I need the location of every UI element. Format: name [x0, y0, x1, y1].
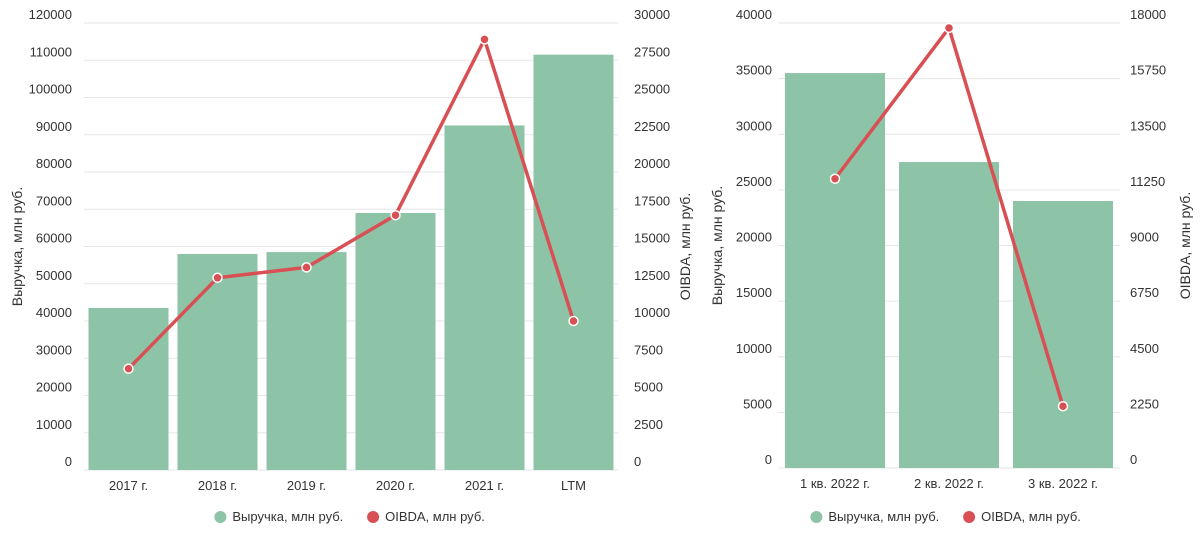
x-tick-label: 2019 г.	[287, 478, 326, 493]
legend-label-revenue: Выручка, млн руб.	[828, 509, 939, 524]
point-oibda	[479, 34, 490, 45]
bar-revenue	[899, 162, 999, 468]
chart-annual: 0100002000030000400005000060000700008000…	[9, 7, 693, 524]
y-tick-label: 90000	[36, 119, 72, 134]
point-oibda	[301, 262, 312, 273]
line-oibda	[126, 37, 576, 371]
y-tick-label: 100000	[29, 82, 72, 97]
y2-tick-label: 17500	[634, 193, 670, 208]
y2-axis-title: OIBDA, млн руб.	[677, 193, 693, 300]
y2-tick-label: 10000	[634, 305, 670, 320]
y-tick-label: 0	[65, 454, 72, 469]
y2-tick-label: 13500	[1130, 118, 1166, 133]
y2-tick-label: 30000	[634, 7, 670, 22]
y-tick-label: 10000	[736, 341, 772, 356]
y2-tick-label: 18000	[1130, 7, 1166, 22]
bar-revenue	[785, 73, 885, 468]
y2-tick-label: 0	[634, 454, 641, 469]
legend-marker-revenue	[214, 511, 227, 523]
legend-marker-revenue	[810, 511, 823, 523]
y-tick-label: 40000	[36, 305, 72, 320]
legend: Выручка, млн руб. OIBDA, млн руб.	[214, 509, 485, 524]
point-oibda	[1057, 400, 1069, 412]
y-tick-label: 15000	[736, 285, 772, 300]
y-tick-label: 80000	[36, 156, 72, 171]
point-oibda	[943, 22, 955, 34]
legend-label-oibda: OIBDA, млн руб.	[385, 509, 485, 524]
bar-revenue	[266, 252, 347, 470]
legend-marker-oibda	[367, 511, 380, 523]
y2-tick-label: 15000	[634, 231, 670, 246]
y-tick-label: 110000	[30, 44, 72, 59]
y2-tick-label: 4500	[1130, 341, 1159, 356]
point-oibda	[390, 209, 401, 221]
bar-revenue	[444, 125, 525, 470]
y2-tick-label: 22500	[634, 119, 670, 134]
bar-revenue	[533, 54, 614, 470]
y2-tick-label: 27500	[634, 44, 670, 59]
y2-tick-label: 15750	[1130, 63, 1166, 78]
bar-revenue	[177, 253, 258, 470]
bar-revenue	[355, 212, 436, 470]
y-tick-label: 20000	[736, 230, 772, 245]
y-tick-label: 30000	[36, 342, 72, 357]
y2-tick-label: 20000	[634, 156, 670, 171]
legend-label-revenue: Выручка, млн руб.	[232, 509, 343, 524]
y-tick-label: 30000	[736, 118, 772, 133]
y2-tick-label: 12500	[634, 268, 670, 283]
x-tick-label: 2017 г.	[109, 478, 148, 493]
y2-tick-label: 2250	[1130, 396, 1159, 411]
y-tick-label: 70000	[36, 193, 72, 208]
legend-label-oibda: OIBDA, млн руб.	[981, 509, 1081, 524]
y2-tick-label: 2500	[634, 417, 663, 432]
point-oibda	[829, 173, 841, 184]
y-tick-label: 40000	[736, 7, 772, 22]
point-oibda	[123, 363, 134, 374]
legend-marker-oibda	[963, 511, 976, 523]
bar-revenue	[88, 307, 169, 470]
y2-tick-label: 6750	[1130, 285, 1159, 300]
x-tick-label: 1 кв. 2022 г.	[800, 476, 870, 491]
y-tick-label: 60000	[36, 231, 72, 246]
legend: Выручка, млн руб. OIBDA, млн руб.	[810, 509, 1081, 524]
y-tick-label: 50000	[36, 268, 72, 283]
y-tick-label: 120000	[29, 7, 72, 22]
point-oibda	[212, 272, 223, 284]
bar-revenue	[1013, 201, 1113, 468]
y-tick-label: 5000	[743, 396, 772, 411]
point-oibda	[568, 315, 579, 327]
chart-quarterly: 0 5000 10000 15000 20000 25000 30000 35000 40000…	[709, 7, 1193, 524]
x-tick-label: 2018 г.	[198, 478, 237, 493]
y2-tick-label: 25000	[634, 82, 670, 97]
y2-axis-title: OIBDA, млн руб.	[1177, 192, 1193, 299]
y-tick-label: 0	[765, 452, 772, 467]
y2-tick-label: 5000	[634, 380, 663, 395]
y-tick-label: 25000	[736, 174, 772, 189]
y-tick-label: 35000	[736, 63, 772, 78]
y2-tick-label: 9000	[1130, 230, 1159, 245]
y-axis-title: Выручка, млн руб.	[9, 187, 25, 306]
y-axis-title: Выручка, млн руб.	[709, 186, 725, 305]
y2-tick-label: 7500	[634, 342, 663, 357]
y2-tick-label: 11250	[1130, 174, 1165, 189]
x-tick-label: LTM	[561, 478, 586, 493]
y-tick-label: 10000	[36, 417, 72, 432]
x-tick-label: 2 кв. 2022 г.	[914, 476, 984, 491]
y-tick-label: 20000	[36, 380, 72, 395]
y2-tick-label: 0	[1130, 452, 1137, 467]
x-tick-label: 3 кв. 2022 г.	[1028, 476, 1098, 491]
x-tick-label: 2020 г.	[376, 478, 415, 493]
x-tick-label: 2021 г.	[465, 478, 504, 493]
